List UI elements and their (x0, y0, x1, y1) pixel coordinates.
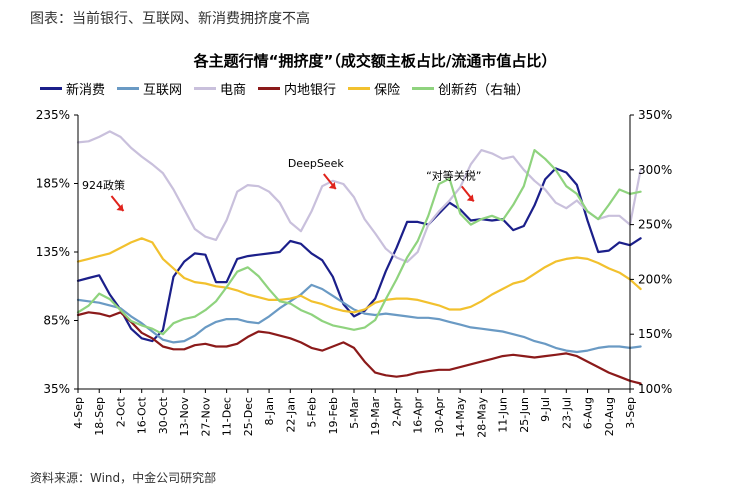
x-tick-label: 2-Oct (114, 396, 127, 427)
right-tick-label: 150% (638, 327, 672, 341)
x-tick-label: 30-Oct (157, 396, 170, 434)
legend-item: 内地银行 (258, 79, 336, 98)
right-tick-label: 350% (638, 108, 672, 122)
legend-label: 创新药（右轴） (438, 83, 530, 98)
legend-item: 互联网 (117, 79, 182, 98)
x-tick-label: 18-Sep (93, 397, 106, 436)
left-tick-label: 135% (36, 245, 70, 259)
legend-label: 互联网 (143, 83, 183, 98)
left-tick-label: 85% (43, 314, 70, 328)
chart-legend: 新消费 互联网 电商 内地银行 保险 创新药（右轴） (40, 79, 529, 98)
x-tick-label: 30-Apr (433, 397, 446, 434)
right-tick-label: 200% (638, 272, 672, 286)
x-tick-label: 16-Oct (136, 396, 149, 434)
x-tick-label: 5-Feb (306, 397, 319, 427)
series-line (76, 311, 642, 385)
x-tick-label: 4-Sep (72, 397, 85, 429)
x-tick-label: 3-Sep (624, 397, 637, 429)
legend-swatch (412, 87, 435, 90)
legend-swatch (117, 87, 140, 90)
right-tick-label: 250% (638, 218, 672, 232)
series-line (76, 237, 642, 314)
left-tick-label: 235% (36, 108, 70, 122)
x-tick-label: 2-Apr (390, 397, 403, 427)
x-tick-label: 27-Nov (199, 397, 212, 437)
annotation-arrowhead (116, 203, 124, 211)
series-line (76, 130, 642, 263)
annotation-label: 924政策 (82, 178, 125, 192)
legend-label: 内地银行 (284, 83, 337, 98)
legend-label: 保险 (374, 83, 401, 98)
annotation-arrowhead (328, 182, 336, 190)
figure-caption: 图表：当前银行、互联网、新消费拥挤度不高 (30, 11, 310, 27)
x-tick-label: 14-May (454, 397, 467, 438)
x-tick-label: 16-Apr (412, 397, 425, 434)
legend-swatch (348, 87, 371, 90)
x-tick-label: 23-Jul (560, 397, 573, 429)
x-tick-label: 28-May (475, 397, 488, 438)
annotation-label: “对等关税” (426, 168, 481, 182)
left-tick-label: 35% (43, 382, 70, 396)
legend-item: 创新药（右轴） (412, 79, 529, 98)
right-tick-label: 100% (638, 382, 672, 396)
series-lines (76, 130, 642, 385)
left-tick-label: 185% (36, 177, 70, 191)
x-tick-label: 8-Jan (263, 397, 276, 426)
legend-label: 电商 (220, 83, 247, 98)
legend-label: 新消费 (66, 83, 106, 98)
x-tick-label: 22-Jan (284, 397, 297, 433)
x-tick-label: 9-Jul (539, 397, 552, 422)
x-tick-label: 11-Dec (221, 397, 234, 436)
series-line (76, 167, 642, 343)
legend-item: 保险 (348, 79, 400, 98)
axes: 35% 85% 135% 185% 235% 100% 150% 200% 250% 300% 35… (36, 108, 673, 438)
legend-item: 电商 (194, 79, 246, 98)
series-line (76, 283, 642, 354)
x-tick-label: 5-Mar (348, 397, 361, 429)
legend-swatch (40, 87, 62, 90)
x-tick-label: 11-Jun (497, 397, 510, 433)
annotation-label: DeepSeek (288, 157, 345, 170)
x-tick-label: 13-Nov (178, 397, 191, 437)
x-tick-label: 6-Aug (582, 397, 595, 429)
chart-title: 各主题行情“拥挤度”（成交额主板占比/流通市值占比） (193, 52, 557, 70)
annotations: 924政策 DeepSeek “对等关税” (82, 157, 481, 212)
annotation-arrowhead (466, 194, 474, 202)
series-line (76, 149, 642, 336)
x-tick-label: 19-Mar (369, 397, 382, 436)
x-tick-label: 20-Aug (603, 397, 616, 436)
x-tick-label: 25-Dec (242, 397, 255, 436)
right-tick-label: 300% (638, 163, 672, 177)
x-tick-label: 19-Feb (327, 397, 340, 434)
legend-item: 新消费 (40, 79, 105, 98)
legend-swatch (258, 87, 281, 90)
source-note: 资料来源：Wind，中金公司研究部 (30, 471, 217, 485)
x-tick-label: 25-Jun (518, 397, 531, 433)
legend-swatch (194, 87, 217, 90)
